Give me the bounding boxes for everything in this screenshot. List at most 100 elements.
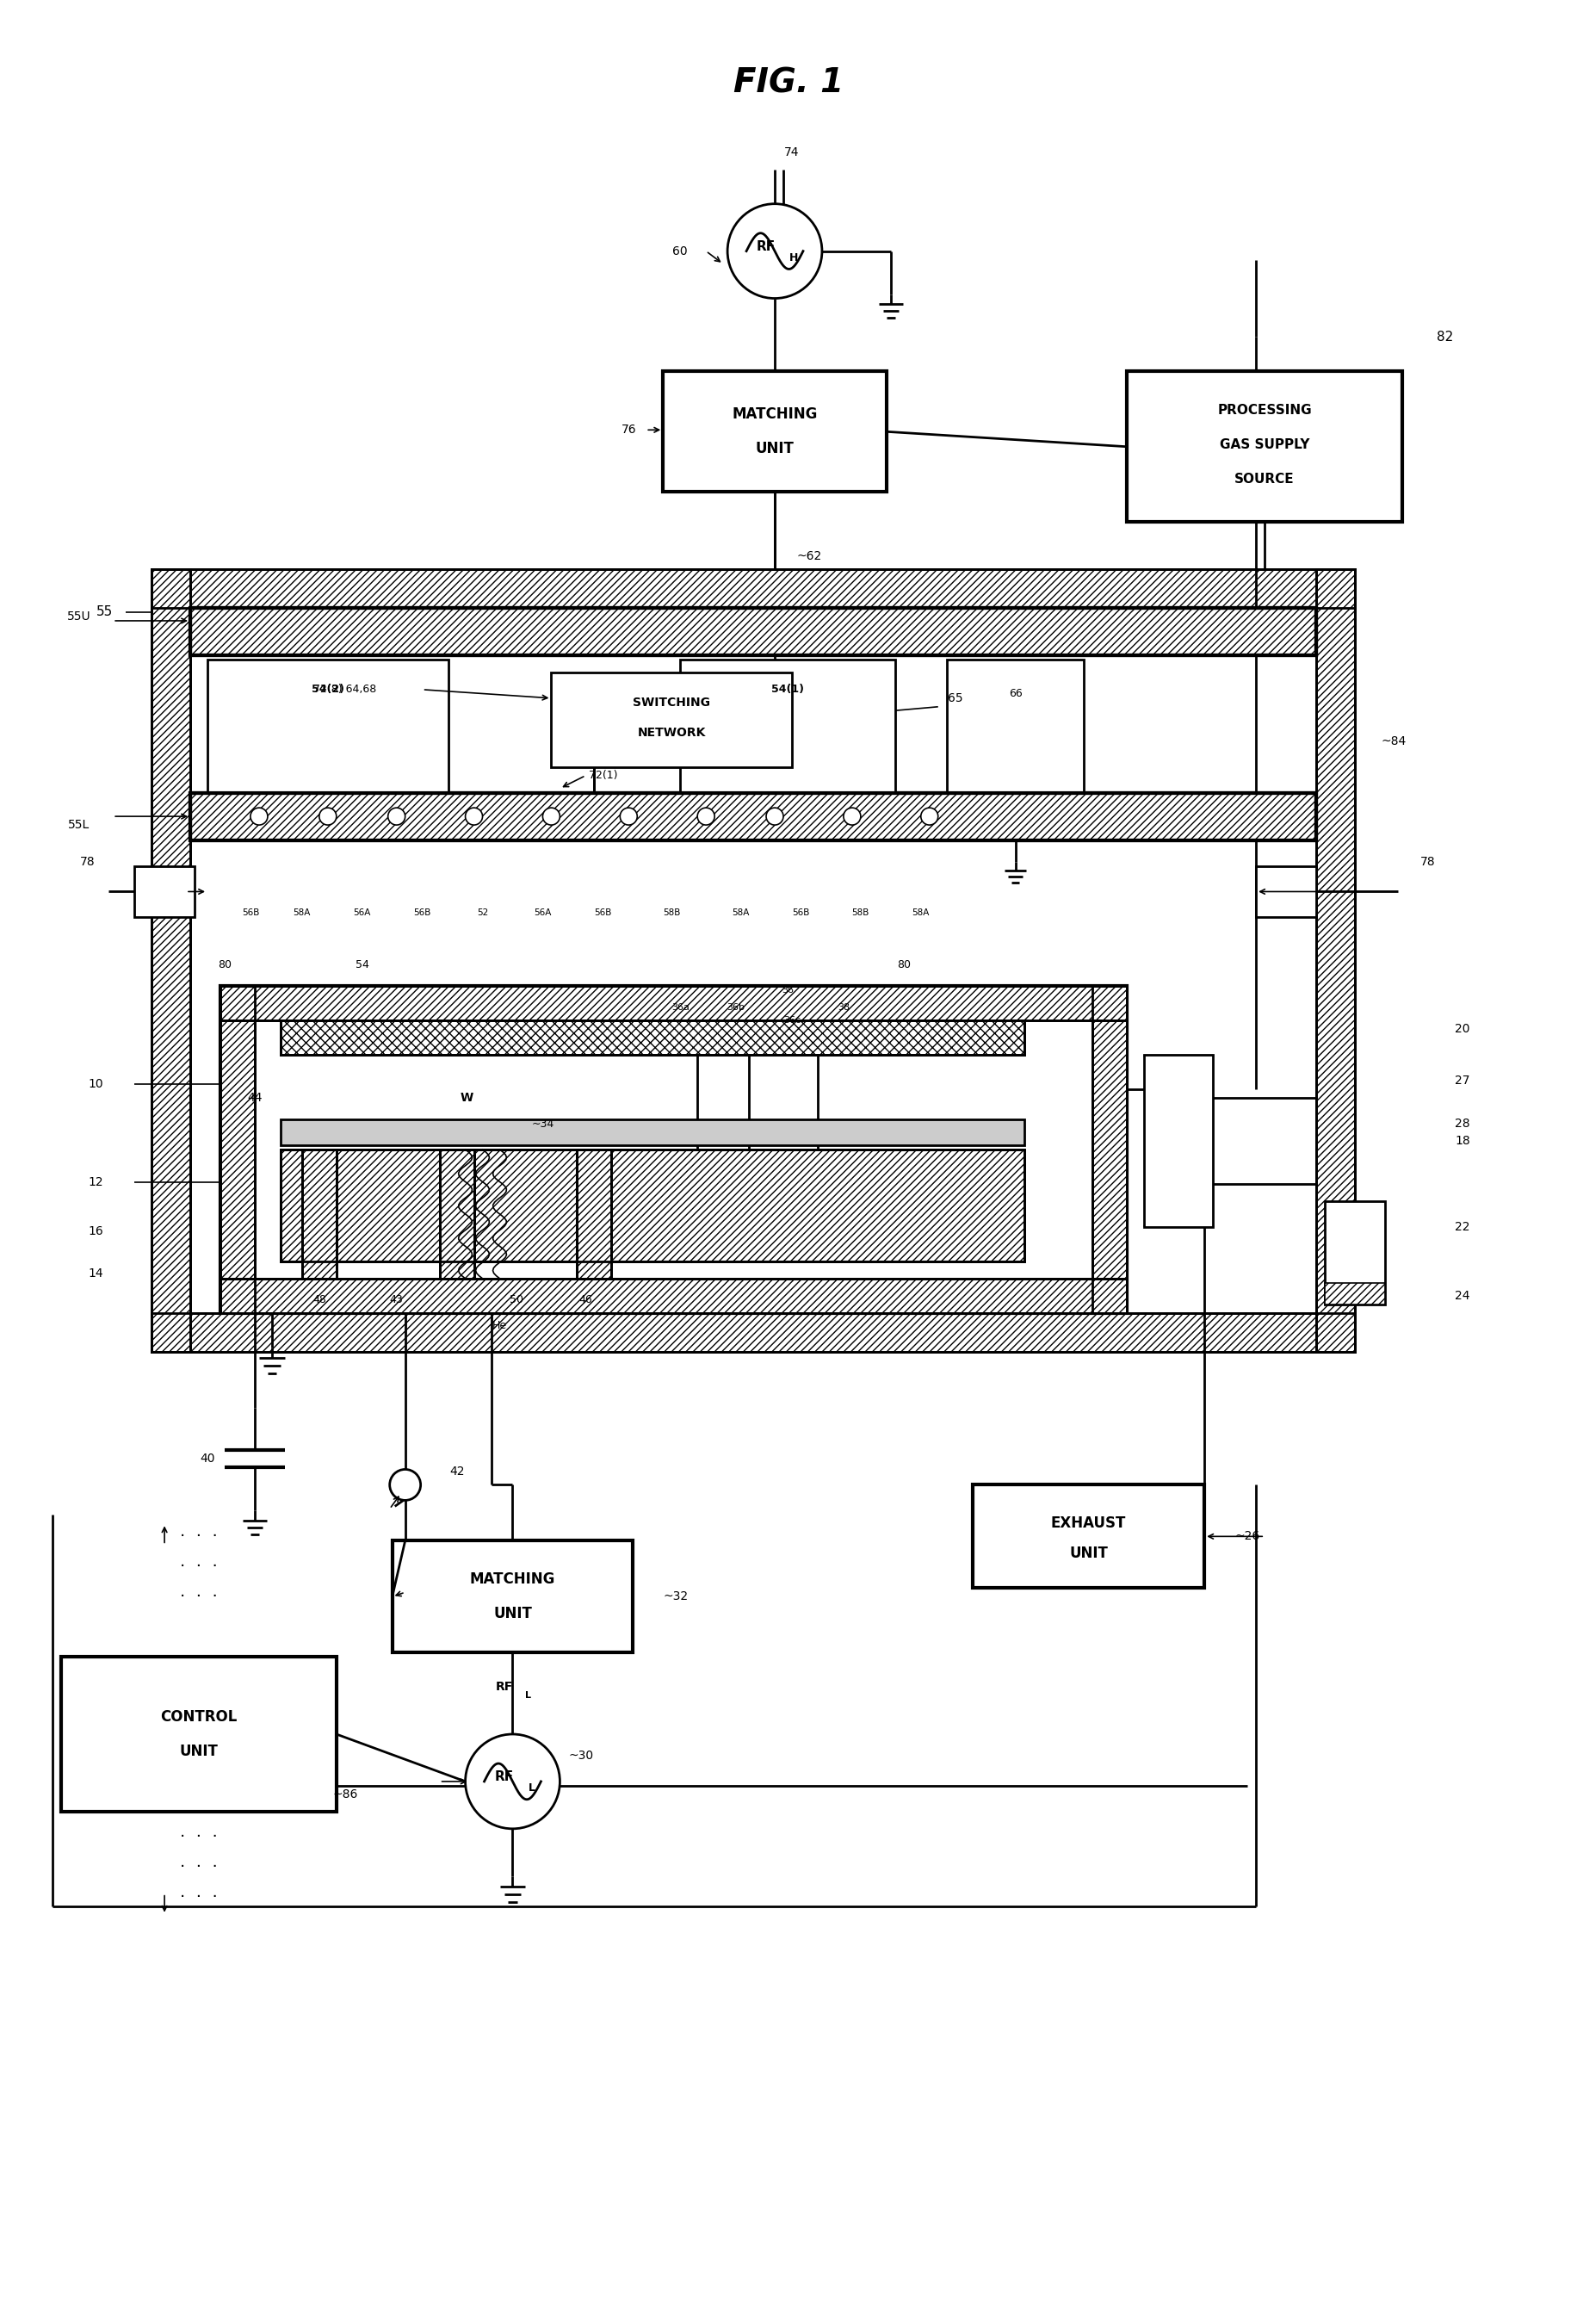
- Text: 28: 28: [1454, 1118, 1470, 1129]
- Bar: [191, 792, 1315, 839]
- Text: H: H: [788, 253, 798, 263]
- Circle shape: [727, 205, 822, 297]
- Text: 22: 22: [1454, 1220, 1470, 1234]
- Text: 72(8) 64,68: 72(8) 64,68: [314, 683, 377, 695]
- Text: 14: 14: [88, 1267, 103, 1281]
- Bar: [1315, 569, 1355, 1353]
- Bar: [440, 1150, 473, 1278]
- Text: 46: 46: [579, 1294, 591, 1306]
- Text: 76: 76: [621, 423, 636, 437]
- Text: 36c: 36c: [782, 1016, 800, 1025]
- Circle shape: [542, 809, 560, 825]
- Text: 36a: 36a: [670, 1004, 689, 1011]
- Bar: [221, 985, 1126, 1020]
- Bar: [221, 1278, 1126, 1313]
- Text: ~32: ~32: [662, 1590, 688, 1604]
- Text: 72(1): 72(1): [588, 769, 617, 781]
- Bar: [577, 1150, 612, 1278]
- Bar: [221, 985, 254, 1313]
- Text: 54(2): 54(2): [311, 683, 344, 695]
- Text: 58B: 58B: [852, 909, 869, 918]
- Bar: [1126, 372, 1402, 523]
- Text: ·  ·  ·: · · ·: [180, 1587, 218, 1606]
- Text: 12: 12: [88, 1176, 103, 1188]
- Bar: [221, 1278, 1126, 1313]
- Text: 54(1): 54(1): [771, 683, 804, 695]
- Text: 24: 24: [1454, 1290, 1470, 1301]
- Text: 56A: 56A: [353, 909, 371, 918]
- Text: MATCHING: MATCHING: [470, 1571, 555, 1587]
- Bar: [1255, 867, 1315, 918]
- Bar: [1315, 569, 1355, 1353]
- Text: SWITCHING: SWITCHING: [632, 697, 710, 709]
- Text: SOURCE: SOURCE: [1235, 472, 1293, 486]
- Bar: [440, 1150, 473, 1278]
- Text: ·  ·  ·: · · ·: [180, 1889, 218, 1906]
- Text: ~26: ~26: [1235, 1532, 1260, 1543]
- Text: 54: 54: [355, 960, 369, 971]
- Text: L: L: [528, 1783, 535, 1794]
- Text: 42: 42: [449, 1466, 464, 1478]
- Text: 20: 20: [1454, 1023, 1470, 1034]
- Text: 60: 60: [672, 244, 688, 258]
- Text: 80: 80: [218, 960, 232, 971]
- Bar: [1325, 1202, 1385, 1304]
- Text: 65: 65: [948, 693, 962, 704]
- Text: 36: 36: [781, 985, 793, 995]
- Text: 56A: 56A: [533, 909, 550, 918]
- Text: ·  ·  ·: · · ·: [180, 1559, 218, 1576]
- Text: 43: 43: [390, 1294, 404, 1306]
- Text: UNIT: UNIT: [1069, 1545, 1107, 1562]
- Text: 80: 80: [896, 960, 910, 971]
- Bar: [281, 1020, 1023, 1055]
- Text: CONTROL: CONTROL: [161, 1708, 237, 1724]
- Bar: [946, 660, 1083, 792]
- Text: EXHAUST: EXHAUST: [1050, 1515, 1126, 1532]
- Circle shape: [921, 809, 938, 825]
- Text: 58A: 58A: [732, 909, 749, 918]
- Bar: [221, 985, 1126, 1313]
- Text: 56B: 56B: [792, 909, 809, 918]
- Text: RF: RF: [757, 239, 776, 253]
- Bar: [301, 1150, 336, 1278]
- Circle shape: [251, 809, 268, 825]
- Text: ~30: ~30: [569, 1750, 593, 1762]
- Text: 55: 55: [96, 607, 112, 618]
- Text: 38: 38: [837, 1004, 848, 1011]
- Bar: [550, 672, 792, 767]
- Text: 78: 78: [79, 855, 95, 867]
- Bar: [221, 985, 1126, 1020]
- Text: ~86: ~86: [333, 1789, 358, 1801]
- Text: PROCESSING: PROCESSING: [1217, 404, 1310, 416]
- Text: FIG. 1: FIG. 1: [733, 67, 844, 100]
- Bar: [662, 372, 886, 493]
- Bar: [151, 569, 1355, 609]
- Bar: [151, 1313, 1355, 1353]
- Bar: [134, 867, 194, 918]
- Text: 50: 50: [509, 1294, 524, 1306]
- Text: UNIT: UNIT: [180, 1743, 218, 1759]
- Circle shape: [390, 1469, 421, 1501]
- Circle shape: [465, 1734, 560, 1829]
- Text: 56B: 56B: [413, 909, 431, 918]
- Circle shape: [465, 809, 483, 825]
- Text: 78: 78: [1419, 855, 1435, 867]
- Text: 56B: 56B: [595, 909, 612, 918]
- Bar: [393, 1541, 632, 1652]
- Text: 52: 52: [476, 909, 487, 918]
- Bar: [151, 1313, 1355, 1353]
- Text: 66: 66: [1008, 688, 1022, 700]
- Text: UNIT: UNIT: [755, 442, 793, 456]
- Text: ·  ·  ·: · · ·: [180, 1529, 218, 1545]
- Text: 36b: 36b: [727, 1004, 744, 1011]
- Bar: [281, 1150, 1023, 1262]
- Text: 18: 18: [1454, 1134, 1470, 1148]
- Text: 16: 16: [88, 1225, 104, 1236]
- Bar: [151, 569, 191, 1353]
- Bar: [151, 569, 191, 1353]
- Bar: [577, 1150, 612, 1278]
- Text: 40: 40: [200, 1452, 214, 1464]
- Text: ~84: ~84: [1380, 734, 1405, 748]
- Bar: [207, 660, 448, 792]
- Text: 55U: 55U: [66, 611, 90, 623]
